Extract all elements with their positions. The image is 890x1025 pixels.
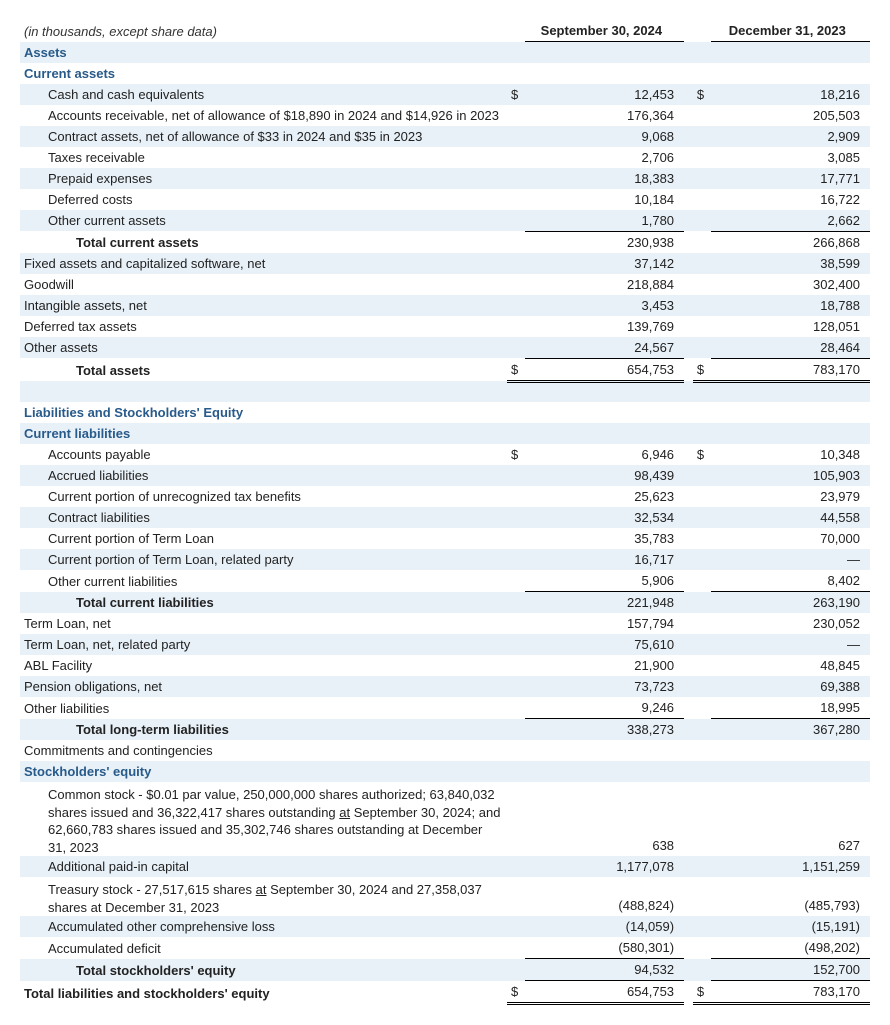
row-taxes-receivable: Taxes receivable2,7063,085 bbox=[20, 147, 870, 168]
row-goodwill: Goodwill218,884302,400 bbox=[20, 274, 870, 295]
treasury-label: Treasury stock - 27,517,615 shares at Se… bbox=[20, 877, 507, 916]
row-apic: Additional paid-in capital1,177,0781,151… bbox=[20, 856, 870, 877]
row-ap: Accounts payable$6,946$10,348 bbox=[20, 444, 870, 465]
row-contract-assets: Contract assets, net of allowance of $33… bbox=[20, 126, 870, 147]
row-term-net: Term Loan, net157,794230,052 bbox=[20, 613, 870, 634]
financial-table: (in thousands, except share data) Septem… bbox=[20, 20, 870, 1005]
row-other-assets: Other assets24,56728,464 bbox=[20, 337, 870, 359]
row-deficit: Accumulated deficit(580,301)(498,202) bbox=[20, 937, 870, 959]
row-ar: Accounts receivable, net of allowance of… bbox=[20, 105, 870, 126]
row-intangible: Intangible assets, net3,45318,788 bbox=[20, 295, 870, 316]
row-term-net-rp: Term Loan, net, related party75,610— bbox=[20, 634, 870, 655]
balance-sheet-table: (in thousands, except share data) Septem… bbox=[20, 20, 870, 1005]
row-accrued: Accrued liabilities98,439105,903 bbox=[20, 465, 870, 486]
row-common-stock: Common stock - $0.01 par value, 250,000,… bbox=[20, 782, 870, 856]
row-fixed-assets: Fixed assets and capitalized software, n… bbox=[20, 253, 870, 274]
column-header-1: September 30, 2024 bbox=[525, 20, 684, 42]
section-liab-eq: Liabilities and Stockholders' Equity bbox=[20, 402, 507, 423]
row-total-current-liab: Total current liabilities221,948263,190 bbox=[20, 592, 870, 614]
row-prepaid: Prepaid expenses18,38317,771 bbox=[20, 168, 870, 189]
row-commitments: Commitments and contingencies bbox=[20, 740, 870, 761]
table-note: (in thousands, except share data) bbox=[20, 20, 507, 42]
row-total-assets: Total assets$654,753$783,170 bbox=[20, 358, 870, 381]
row-contract-liab: Contract liabilities32,53444,558 bbox=[20, 507, 870, 528]
row-aoci: Accumulated other comprehensive loss(14,… bbox=[20, 916, 870, 937]
section-current-liab: Current liabilities bbox=[20, 423, 507, 444]
header-row: (in thousands, except share data) Septem… bbox=[20, 20, 870, 42]
row-other-current-assets: Other current assets1,7802,662 bbox=[20, 210, 870, 232]
section-stockholders: Stockholders' equity bbox=[20, 761, 507, 782]
row-other-current-liab: Other current liabilities5,9068,402 bbox=[20, 570, 870, 592]
row-total-se: Total stockholders' equity94,532152,700 bbox=[20, 959, 870, 981]
row-pension: Pension obligations, net73,72369,388 bbox=[20, 676, 870, 697]
row-total-current-assets: Total current assets230,938266,868 bbox=[20, 231, 870, 253]
row-dta: Deferred tax assets139,769128,051 bbox=[20, 316, 870, 337]
row-abl: ABL Facility21,90048,845 bbox=[20, 655, 870, 676]
row-treasury: Treasury stock - 27,517,615 shares at Se… bbox=[20, 877, 870, 916]
row-cash: Cash and cash equivalents$12,453$18,216 bbox=[20, 84, 870, 105]
section-assets: Assets bbox=[20, 42, 507, 63]
section-current-assets: Current assets bbox=[20, 63, 507, 84]
row-term-current-rp: Current portion of Term Loan, related pa… bbox=[20, 549, 870, 570]
row-total-lt-liab: Total long-term liabilities338,273367,28… bbox=[20, 719, 870, 741]
row-total-lse: Total liabilities and stockholders' equi… bbox=[20, 981, 870, 1004]
row-tax-benefits: Current portion of unrecognized tax bene… bbox=[20, 486, 870, 507]
row-deferred-costs: Deferred costs10,18416,722 bbox=[20, 189, 870, 210]
row-other-liab: Other liabilities9,24618,995 bbox=[20, 697, 870, 719]
row-term-current: Current portion of Term Loan35,78370,000 bbox=[20, 528, 870, 549]
common-stock-label: Common stock - $0.01 par value, 250,000,… bbox=[20, 782, 507, 856]
column-header-2: December 31, 2023 bbox=[711, 20, 870, 42]
